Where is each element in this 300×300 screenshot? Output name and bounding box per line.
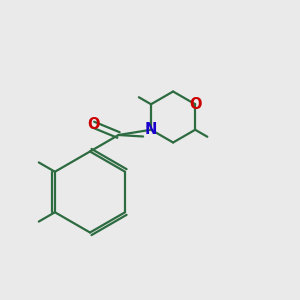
Text: O: O (189, 97, 201, 112)
Text: O: O (87, 117, 99, 132)
Text: N: N (145, 122, 157, 137)
